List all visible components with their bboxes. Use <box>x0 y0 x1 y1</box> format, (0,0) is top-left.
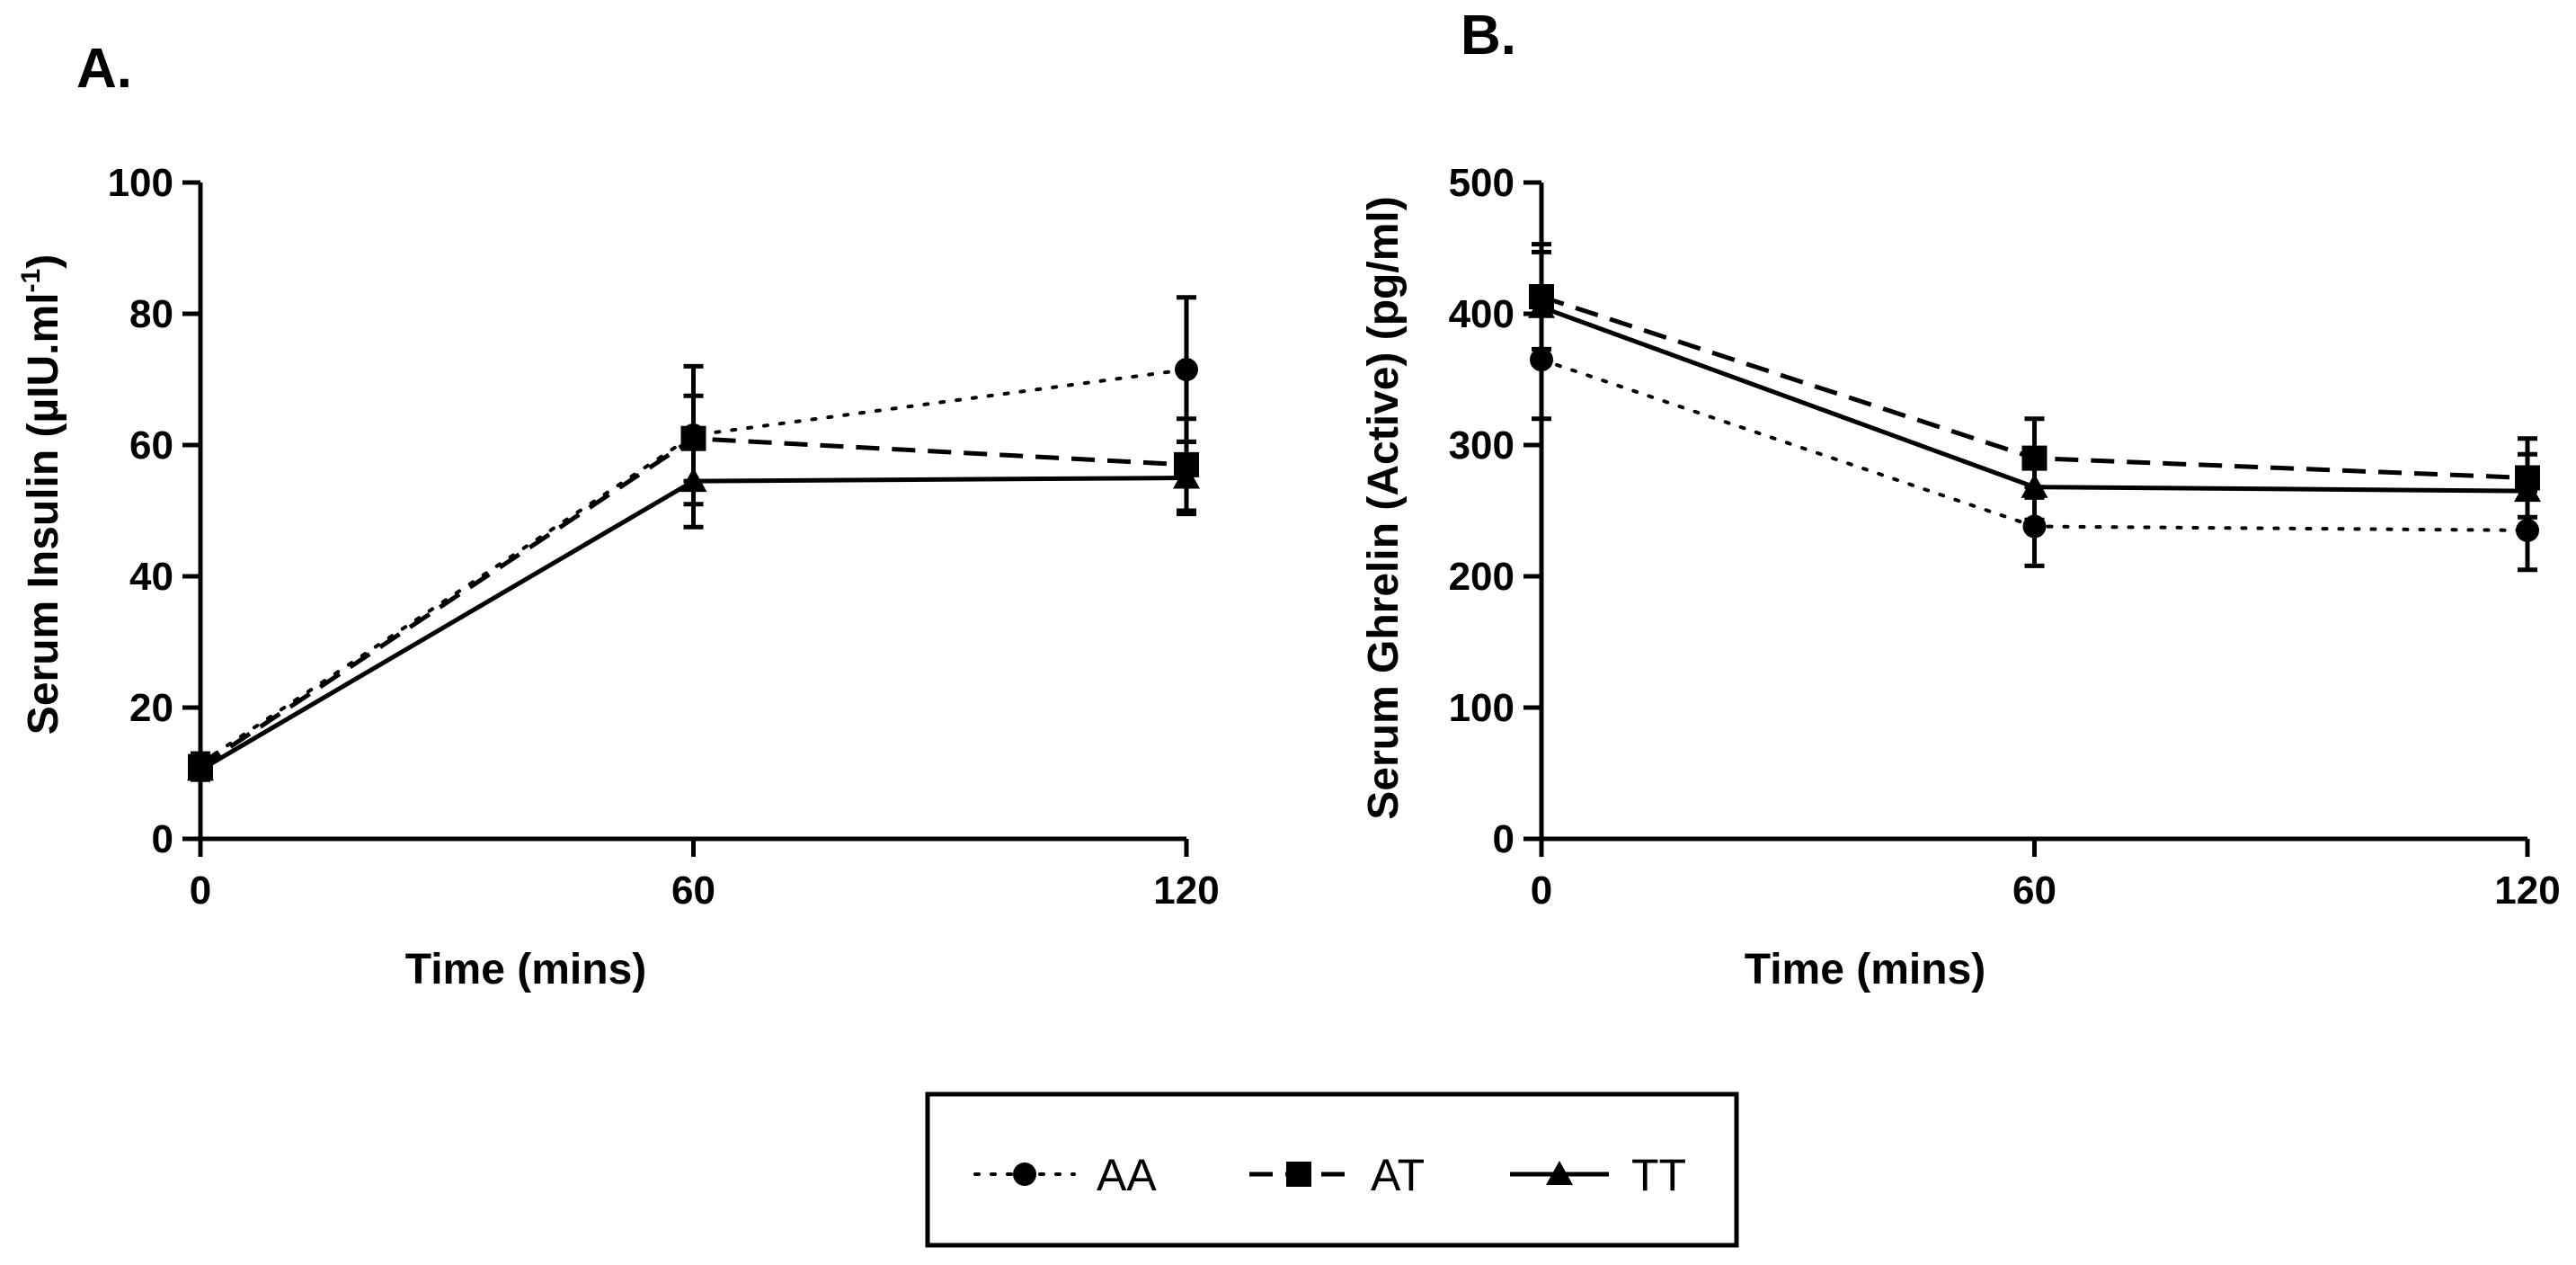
legend-marker-at <box>1286 1162 1311 1187</box>
legend-marker-aa <box>1013 1163 1036 1186</box>
legend-marker-tt <box>1546 1161 1573 1185</box>
x-tick-label-b: 0 <box>1531 869 1552 913</box>
y-axis-title-a-superscript: -1 <box>16 269 46 293</box>
point-aa-b <box>2516 518 2539 542</box>
x-tick-label-b: 60 <box>2012 869 2056 913</box>
legend-label-at: AT <box>1371 1150 1425 1200</box>
legend-item-tt: TT <box>1510 1150 1686 1200</box>
x-axis-title-a: Time (mins) <box>405 946 647 993</box>
legend-box <box>925 1091 1739 1248</box>
chart-panel-b: B. 0 100 200 300 400 500 0 60 120 Time (mins) Se… <box>1360 4 2561 993</box>
y-tick-label-a: 0 <box>152 817 173 861</box>
plot-area-b: 0 100 200 300 400 500 0 60 120 <box>1449 161 2561 913</box>
x-tick-label-a: 0 <box>190 869 211 913</box>
y-tick-label-b: 300 <box>1449 423 1515 468</box>
y-tick-label-b: 200 <box>1449 555 1515 599</box>
legend-item-at: AT <box>1249 1150 1425 1200</box>
panel-b-label: B. <box>1461 4 1516 67</box>
x-tick-label-a: 120 <box>1153 869 1219 913</box>
y-axis-title-b: Serum Ghrelin (Active) (pg/ml) <box>1360 196 1408 819</box>
series-tt-a <box>187 432 1200 782</box>
series-line-aa-a <box>199 368 1188 766</box>
y-axis-title-a: Serum Insulin (µIU.ml-1) <box>16 254 67 735</box>
chart-panel-a: A. 0 20 40 60 80 100 0 60 120 Time (mins) Serum … <box>16 38 1220 993</box>
point-aa-a <box>1175 358 1198 382</box>
y-tick-label-b: 500 <box>1449 161 1515 205</box>
legend-label-aa: AA <box>1097 1150 1157 1200</box>
x-axis-title-b: Time (mins) <box>1745 946 1986 993</box>
plot-area-a: 0 20 40 60 80 100 0 60 120 <box>108 161 1220 913</box>
x-tick-label-b: 120 <box>2494 869 2560 913</box>
point-tt-b <box>1528 293 1555 318</box>
y-tick-label-a: 100 <box>108 161 173 205</box>
legend: AA AT TT <box>925 1091 1739 1248</box>
x-tick-label-a: 60 <box>671 869 715 913</box>
y-tick-label-a: 40 <box>129 555 173 599</box>
point-tt-a <box>680 468 707 493</box>
y-tick-label-a: 80 <box>129 292 173 336</box>
point-tt-b <box>2021 473 2048 498</box>
legend-label-tt: TT <box>1631 1150 1686 1200</box>
point-tt-a <box>187 756 214 781</box>
point-tt-b <box>2514 477 2541 503</box>
y-axis-title-a-suffix: ) <box>20 254 67 269</box>
y-tick-label-b: 100 <box>1449 686 1515 730</box>
point-tt-a <box>1173 464 1200 489</box>
panel-a-label: A. <box>76 38 132 100</box>
y-tick-label-b: 400 <box>1449 292 1515 336</box>
series-tt-b <box>1528 249 2541 530</box>
legend-item-aa: AA <box>973 1150 1157 1200</box>
y-tick-label-b: 0 <box>1493 817 1515 861</box>
y-axis-title-a-main: Serum Insulin (µIU.ml <box>20 292 67 735</box>
y-tick-label-a: 20 <box>129 686 173 730</box>
y-tick-label-a: 60 <box>129 423 173 468</box>
